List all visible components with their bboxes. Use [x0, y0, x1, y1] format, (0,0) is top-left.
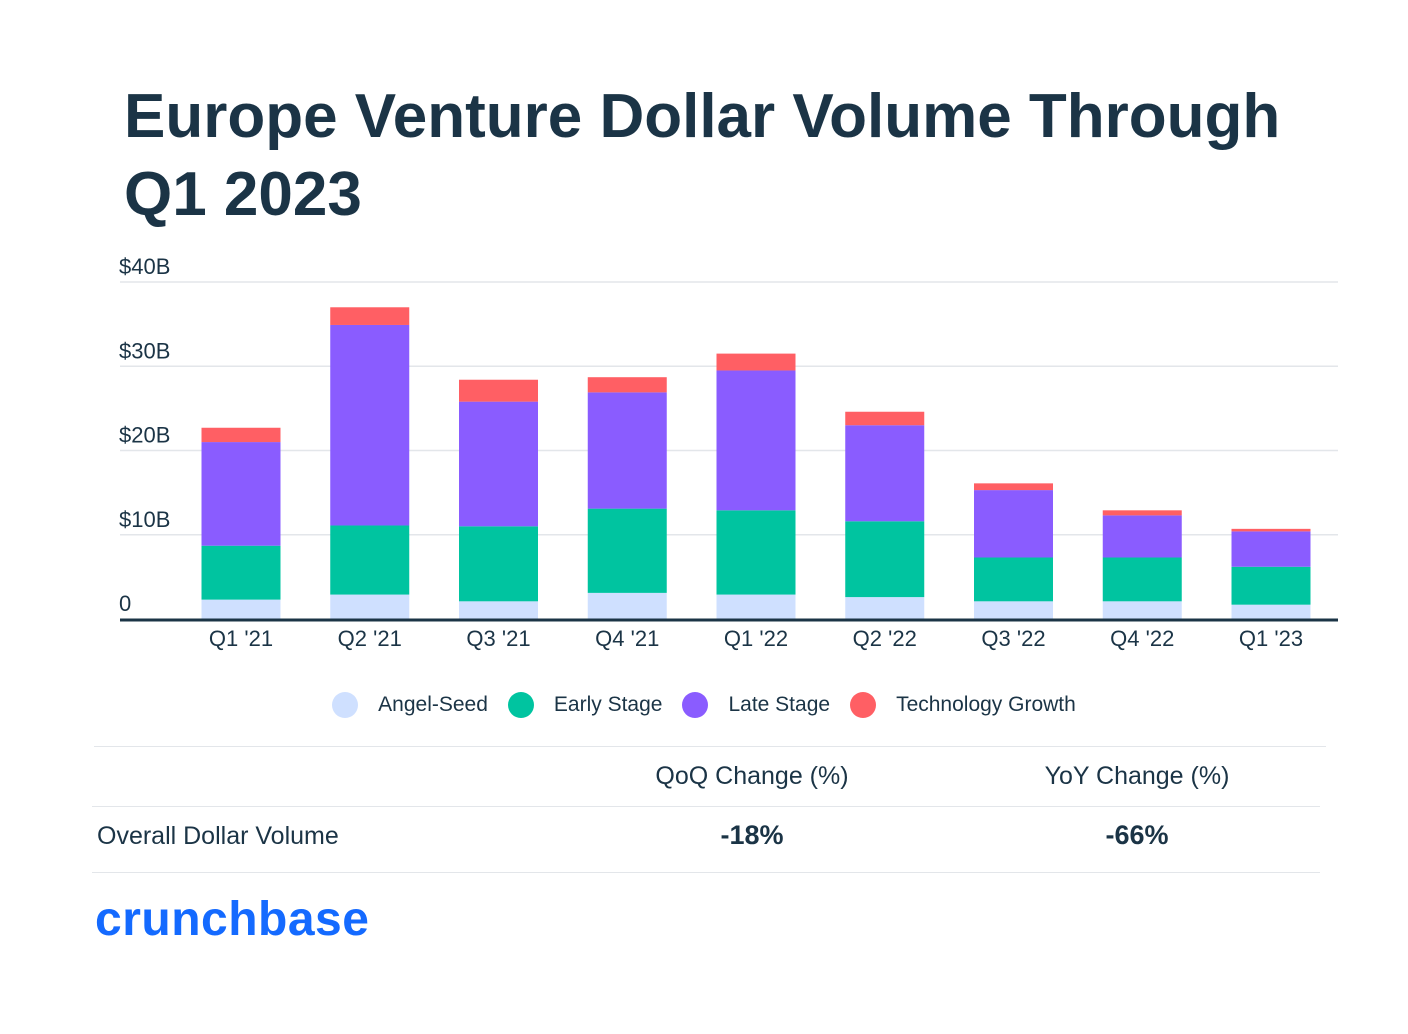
- legend-item-technology-growth: Technology Growth: [850, 692, 1076, 718]
- bar-segment-angel-seed: [330, 594, 410, 619]
- bar-segment-technology-growth: [845, 411, 925, 426]
- bar-segment-early-stage: [201, 545, 281, 600]
- y-tick-label: $10B: [119, 507, 170, 532]
- legend-item-late-stage: Late Stage: [682, 692, 830, 718]
- bar-segment-technology-growth: [1231, 528, 1311, 532]
- bar-segment-technology-growth: [716, 353, 796, 371]
- bar-segment-technology-growth: [587, 377, 667, 393]
- qoq-header: QoQ Change (%): [655, 762, 849, 790]
- x-tick-label: Q3 '22: [981, 626, 1045, 651]
- x-tick-label: Q1 '23: [1239, 626, 1303, 651]
- x-tick-label: Q2 '22: [853, 626, 917, 651]
- legend-swatch-early-stage: [507, 692, 534, 718]
- row-label: Overall Dollar Volume: [97, 822, 339, 850]
- legend-label-technology-growth: Technology Growth: [896, 693, 1076, 716]
- legend-swatch-technology-growth: [850, 692, 877, 718]
- bar-segment-late-stage: [330, 324, 410, 526]
- legend-label-angel-seed: Angel-Seed: [378, 693, 488, 716]
- bar-segment-early-stage: [1102, 557, 1182, 602]
- bar-segment-late-stage: [845, 425, 925, 522]
- bar-segment-technology-growth: [459, 379, 538, 402]
- legend-swatch-late-stage: [682, 692, 709, 718]
- bar-segment-angel-seed: [845, 597, 925, 619]
- y-tick-label: $40B: [119, 254, 170, 279]
- x-tick-label: Q1 '22: [724, 626, 788, 651]
- bar-segment-late-stage: [201, 442, 281, 546]
- x-tick-label: Q4 '22: [1110, 626, 1174, 651]
- legend-label-late-stage: Late Stage: [728, 693, 831, 716]
- table-header-rule: [92, 806, 1320, 807]
- bar-segment-late-stage: [974, 490, 1053, 558]
- bar-chart: 0 $10B $20B $30B $40B Q1 '21 Q2 '21 Q3 '21 Q4 '2…: [119, 254, 1338, 651]
- bar-segment-late-stage: [1102, 515, 1182, 558]
- y-tick-label: $20B: [119, 423, 170, 448]
- bar-segment-early-stage: [330, 525, 410, 595]
- bar-segment-technology-growth: [330, 307, 410, 325]
- chart-title: Europe Venture Dollar Volume Through Q1 …: [124, 82, 1281, 229]
- legend: Angel-Seed Early Stage Late Stage Techno…: [0, 692, 1408, 718]
- bar-segment-angel-seed: [1102, 601, 1182, 619]
- bar-segment-early-stage: [974, 557, 1053, 602]
- bar-segment-late-stage: [459, 401, 538, 527]
- bar-segment-early-stage: [1231, 566, 1311, 605]
- bar-segment-angel-seed: [201, 599, 281, 619]
- table-bottom-rule: [92, 872, 1320, 873]
- x-tick-label: Q1 '21: [209, 626, 273, 651]
- legend-label-early-stage: Early Stage: [553, 693, 663, 716]
- bar-segment-early-stage: [716, 510, 796, 595]
- bar-segment-angel-seed: [974, 601, 1053, 619]
- bar-segment-technology-growth: [1102, 510, 1182, 516]
- bar-segment-early-stage: [845, 521, 925, 598]
- bar-segment-angel-seed: [587, 592, 667, 619]
- bar-segment-angel-seed: [1231, 604, 1311, 619]
- bar-segment-angel-seed: [459, 601, 538, 619]
- bar-segment-early-stage: [587, 508, 667, 593]
- y-tick-label: 0: [119, 591, 131, 616]
- yoy-header: YoY Change (%): [1044, 762, 1230, 790]
- crunchbase-logo: crunchbase: [95, 893, 370, 946]
- x-tick-label: Q2 '21: [338, 626, 402, 651]
- bar-segment-late-stage: [1231, 531, 1311, 567]
- y-tick-label: $30B: [119, 338, 170, 363]
- bar-segment-late-stage: [716, 370, 796, 511]
- table-top-rule: [94, 746, 1326, 747]
- yoy-value: -66%: [1105, 820, 1169, 850]
- legend-swatch-angel-seed: [332, 692, 359, 718]
- x-tick-label: Q3 '21: [466, 626, 530, 651]
- qoq-value: -18%: [720, 820, 784, 850]
- bar-segment-technology-growth: [974, 483, 1053, 491]
- legend-item-angel-seed: Angel-Seed: [332, 692, 488, 718]
- legend-item-early-stage: Early Stage: [507, 692, 663, 718]
- bar-segment-technology-growth: [201, 427, 281, 443]
- bar-segment-late-stage: [587, 392, 667, 509]
- bar-segment-early-stage: [459, 526, 538, 602]
- bar-segment-angel-seed: [716, 594, 796, 619]
- x-tick-label: Q4 '21: [595, 626, 659, 651]
